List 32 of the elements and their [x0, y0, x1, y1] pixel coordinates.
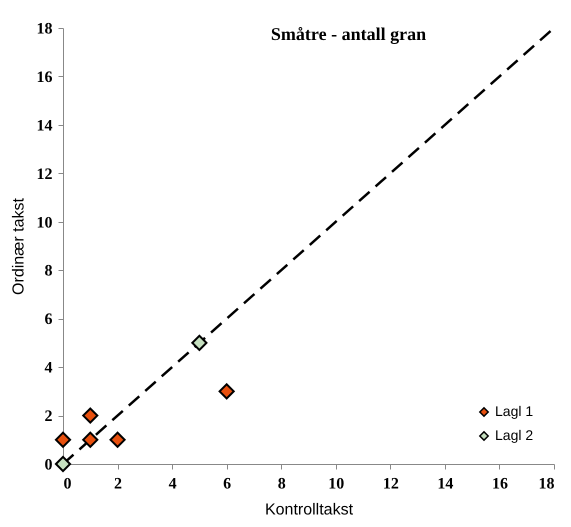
x-tick-label: 2 [114, 476, 122, 492]
point [191, 334, 208, 351]
legend-label: Lagl 1 [495, 403, 534, 419]
y-tick-label: 16 [36, 68, 52, 86]
x-tick-label: 4 [168, 476, 177, 492]
y-tick-label: 18 [36, 20, 52, 38]
y-tick-label: 4 [44, 360, 52, 377]
y-tick-label: 12 [36, 166, 52, 183]
x-tick-label: 8 [278, 476, 286, 492]
y-tick-label: 14 [36, 117, 52, 134]
point [54, 456, 72, 472]
y-tick-label: 8 [44, 262, 52, 280]
point [218, 383, 235, 400]
x-tick-label: 16 [492, 476, 508, 492]
y-tick-label: 10 [36, 214, 52, 232]
y-tick-label: 0 [44, 456, 52, 474]
x-tick-label: 18 [538, 476, 554, 492]
y-axis-title: Ordinær takst [10, 197, 28, 295]
x-tick-label: 12 [382, 476, 399, 492]
chart-title: Småtre - antall gran [270, 24, 426, 44]
x-tick-label: 0 [64, 476, 72, 492]
y-tick-label: 6 [44, 311, 52, 328]
point [82, 407, 98, 424]
point [82, 432, 98, 448]
y-tick-label: 2 [44, 408, 52, 426]
x-tick-label: 10 [328, 476, 344, 492]
x-axis-title: Kontrolltakst [264, 502, 354, 518]
point [54, 432, 72, 448]
point [109, 432, 126, 448]
legend-label: Lagl 2 [495, 427, 534, 443]
x-tick-label: 14 [437, 476, 454, 492]
x-tick-label: 6 [223, 476, 232, 492]
